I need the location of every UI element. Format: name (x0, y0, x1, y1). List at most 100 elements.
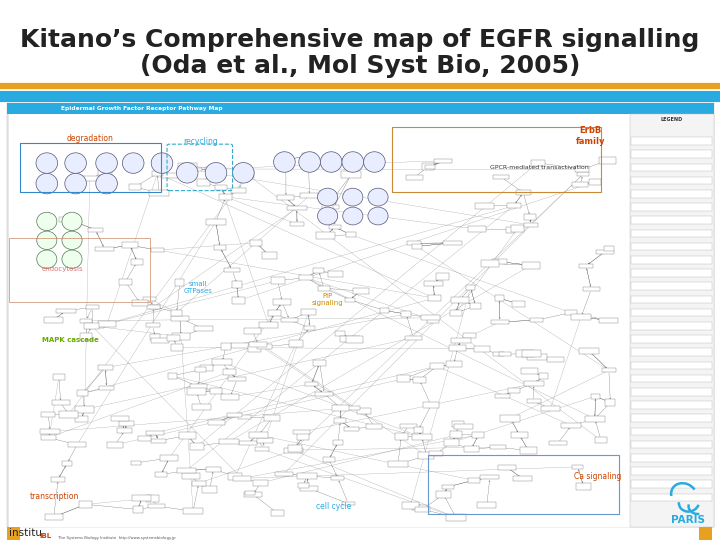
FancyBboxPatch shape (334, 418, 346, 423)
FancyBboxPatch shape (430, 363, 444, 369)
FancyBboxPatch shape (68, 442, 86, 447)
FancyBboxPatch shape (168, 373, 177, 379)
FancyBboxPatch shape (268, 310, 282, 316)
FancyBboxPatch shape (331, 476, 344, 480)
FancyBboxPatch shape (631, 414, 712, 422)
Text: endocytosis: endocytosis (42, 266, 84, 272)
FancyBboxPatch shape (397, 375, 410, 382)
FancyBboxPatch shape (511, 225, 524, 232)
FancyBboxPatch shape (631, 137, 712, 145)
FancyBboxPatch shape (75, 406, 94, 413)
FancyBboxPatch shape (257, 438, 273, 443)
FancyBboxPatch shape (631, 177, 712, 184)
FancyBboxPatch shape (59, 411, 78, 418)
FancyBboxPatch shape (575, 166, 589, 172)
FancyBboxPatch shape (271, 510, 284, 516)
FancyBboxPatch shape (238, 415, 251, 419)
FancyBboxPatch shape (80, 319, 92, 322)
FancyBboxPatch shape (412, 244, 422, 249)
FancyBboxPatch shape (232, 281, 242, 287)
FancyBboxPatch shape (630, 114, 714, 526)
FancyBboxPatch shape (474, 347, 490, 352)
FancyBboxPatch shape (546, 357, 564, 362)
FancyBboxPatch shape (490, 445, 506, 449)
FancyBboxPatch shape (146, 495, 158, 502)
FancyBboxPatch shape (220, 439, 239, 444)
FancyBboxPatch shape (529, 318, 543, 322)
Ellipse shape (122, 153, 144, 173)
FancyBboxPatch shape (474, 202, 494, 208)
FancyBboxPatch shape (147, 305, 160, 309)
FancyBboxPatch shape (413, 427, 423, 433)
FancyBboxPatch shape (631, 269, 712, 276)
Ellipse shape (62, 250, 82, 268)
FancyBboxPatch shape (215, 185, 228, 190)
FancyBboxPatch shape (596, 250, 613, 254)
FancyBboxPatch shape (400, 423, 417, 428)
Text: cell cycle: cell cycle (316, 502, 351, 511)
FancyBboxPatch shape (585, 416, 605, 422)
Ellipse shape (233, 163, 254, 183)
Ellipse shape (342, 152, 364, 172)
FancyBboxPatch shape (257, 345, 272, 349)
Text: small
GTPases: small GTPases (184, 281, 212, 294)
FancyBboxPatch shape (508, 388, 521, 393)
FancyBboxPatch shape (206, 467, 221, 472)
FancyBboxPatch shape (468, 226, 485, 232)
FancyBboxPatch shape (238, 174, 252, 178)
FancyBboxPatch shape (149, 190, 168, 196)
FancyBboxPatch shape (526, 399, 541, 403)
FancyBboxPatch shape (579, 264, 593, 268)
Text: Epidermal Growth Factor Receptor Pathway Map: Epidermal Growth Factor Receptor Pathway… (61, 106, 222, 111)
FancyBboxPatch shape (190, 443, 204, 450)
FancyBboxPatch shape (183, 167, 202, 171)
FancyBboxPatch shape (413, 434, 431, 440)
FancyBboxPatch shape (436, 491, 451, 498)
FancyBboxPatch shape (323, 457, 335, 462)
FancyBboxPatch shape (346, 232, 356, 238)
FancyBboxPatch shape (259, 322, 278, 328)
FancyBboxPatch shape (187, 388, 206, 395)
FancyBboxPatch shape (520, 447, 537, 454)
FancyBboxPatch shape (412, 505, 427, 510)
FancyBboxPatch shape (262, 252, 277, 259)
FancyBboxPatch shape (146, 431, 163, 435)
Ellipse shape (176, 163, 198, 183)
FancyBboxPatch shape (583, 287, 600, 292)
FancyBboxPatch shape (99, 386, 114, 390)
FancyBboxPatch shape (631, 230, 712, 237)
FancyBboxPatch shape (9, 114, 630, 526)
FancyBboxPatch shape (245, 491, 256, 495)
FancyBboxPatch shape (328, 205, 339, 210)
FancyBboxPatch shape (318, 286, 330, 291)
FancyBboxPatch shape (53, 374, 65, 380)
Ellipse shape (274, 152, 295, 172)
FancyBboxPatch shape (97, 169, 112, 175)
FancyBboxPatch shape (467, 478, 480, 483)
FancyBboxPatch shape (206, 219, 226, 225)
FancyBboxPatch shape (44, 317, 63, 323)
FancyBboxPatch shape (221, 394, 239, 400)
FancyBboxPatch shape (202, 487, 217, 493)
Ellipse shape (96, 173, 117, 194)
Ellipse shape (62, 212, 82, 231)
FancyBboxPatch shape (75, 416, 88, 422)
FancyBboxPatch shape (244, 492, 262, 497)
Text: LEGEND: LEGEND (661, 117, 683, 123)
FancyBboxPatch shape (322, 203, 333, 210)
FancyBboxPatch shape (55, 309, 76, 313)
FancyBboxPatch shape (524, 381, 544, 387)
FancyBboxPatch shape (230, 188, 246, 193)
FancyBboxPatch shape (197, 179, 210, 186)
FancyBboxPatch shape (477, 502, 496, 509)
Ellipse shape (62, 231, 82, 249)
FancyBboxPatch shape (315, 392, 333, 396)
FancyBboxPatch shape (521, 368, 538, 374)
FancyBboxPatch shape (313, 360, 326, 366)
FancyBboxPatch shape (192, 481, 206, 486)
FancyBboxPatch shape (131, 259, 143, 265)
FancyBboxPatch shape (148, 504, 166, 508)
FancyBboxPatch shape (631, 388, 712, 395)
FancyBboxPatch shape (273, 299, 292, 305)
FancyBboxPatch shape (200, 365, 213, 370)
